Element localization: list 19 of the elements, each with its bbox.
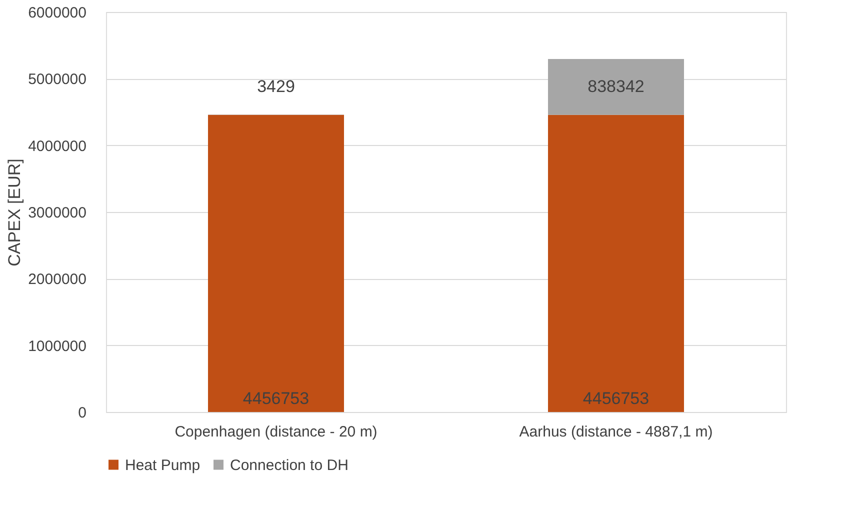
y-tick-label: 3000000 [28, 204, 86, 222]
y-axis-title: CAPEX [EUR] [5, 158, 24, 266]
y-tick-label: 1000000 [28, 338, 86, 355]
x-tick-label: Copenhagen (distance - 20 m) [174, 424, 378, 440]
y-tick-label: 5000000 [28, 71, 86, 88]
legend-label: Connection to DH [230, 456, 348, 474]
legend-label: Heat Pump [125, 456, 200, 474]
bar [208, 114, 344, 412]
bar [548, 114, 684, 412]
y-tick-label: 0 [78, 404, 86, 422]
data-label: 4456753 [582, 389, 650, 408]
x-tick-label: Aarhus (distance - 4887,1 m) [519, 424, 713, 440]
data-label: 838342 [588, 76, 644, 96]
bar [548, 58, 684, 115]
y-tick-label: 2000000 [28, 271, 86, 288]
y-tick-label: 6000000 [28, 4, 86, 22]
y-tick-label: 4000000 [28, 138, 86, 155]
data-label: 3429 [257, 76, 295, 96]
data-label: 4456753 [242, 389, 310, 408]
